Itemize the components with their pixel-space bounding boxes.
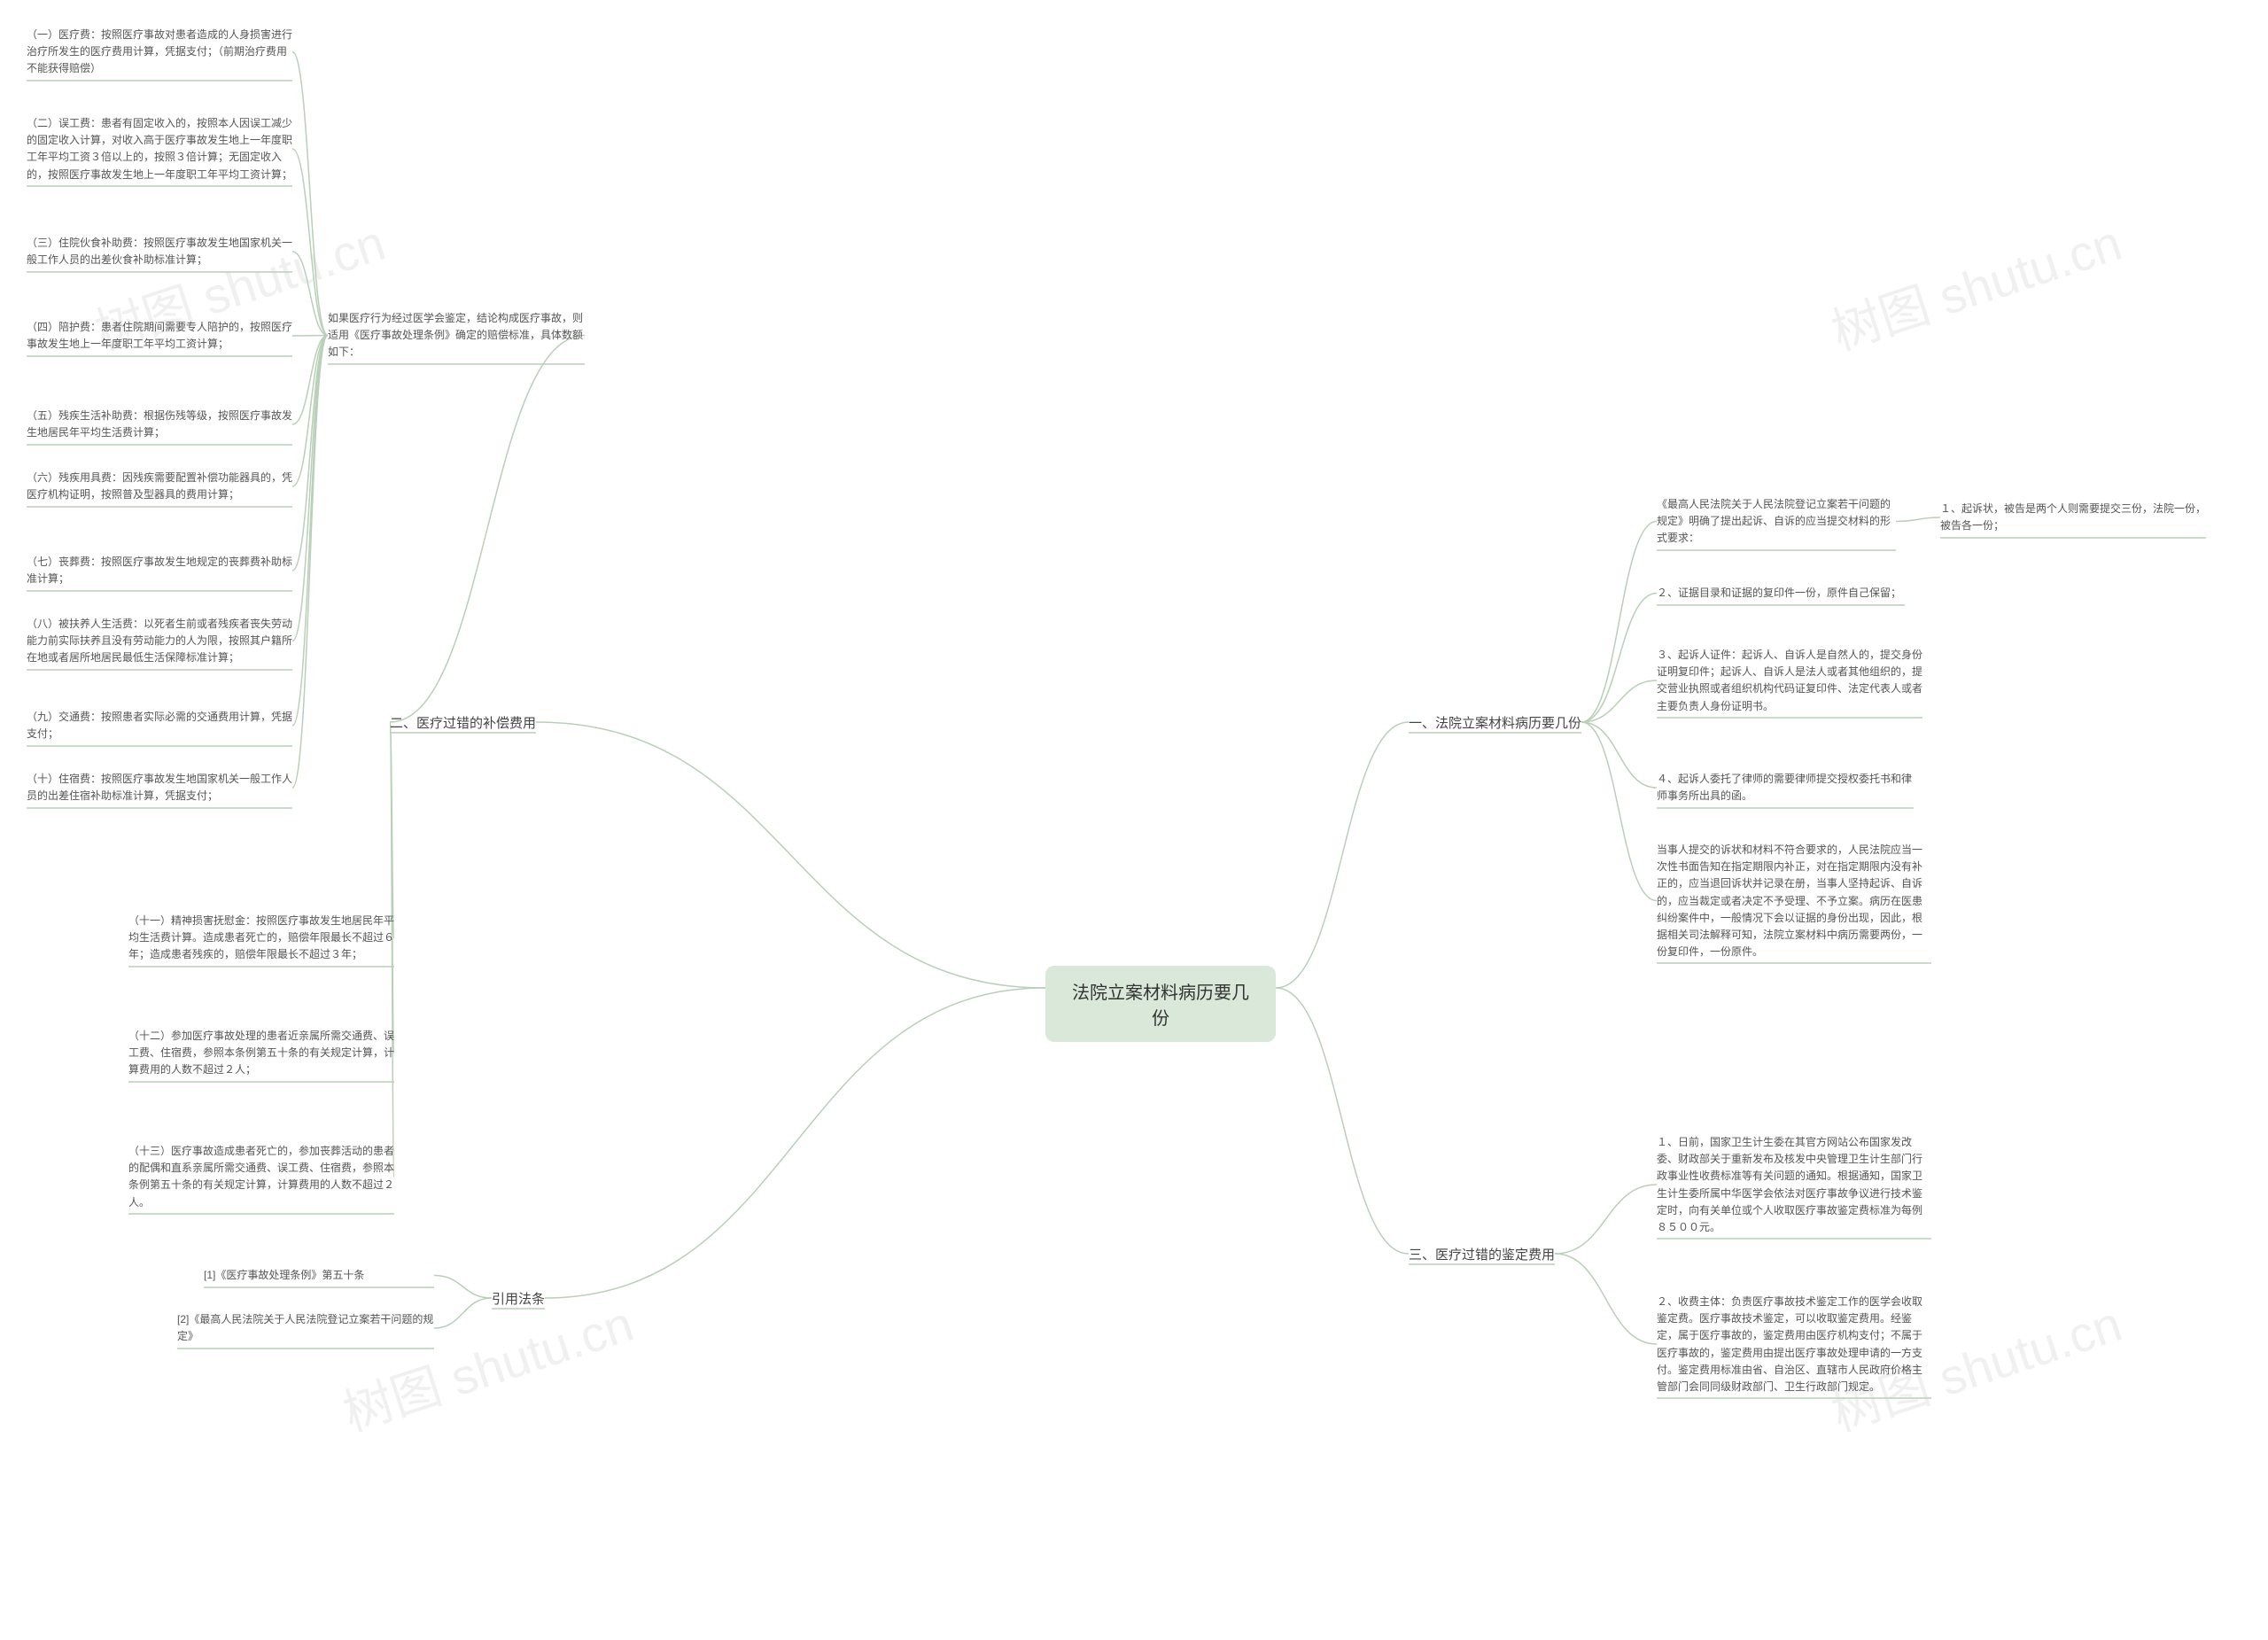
node-text: [2]《最高人民法院关于人民法院登记立案若干问题的规定》 <box>177 1311 434 1345</box>
branch-label: 二、医疗过错的补偿费用 <box>390 713 536 732</box>
node-text: （十二）参加医疗事故处理的患者近亲属所需交通费、误工费、住宿费，参照本条例第五十… <box>128 1028 394 1079</box>
leaf-text: （九）交通费：按照患者实际必需的交通费用计算，凭据支付； <box>27 709 292 742</box>
node-text: ２、证据目录和证据的复印件一份，原件自己保留； <box>1657 585 1905 602</box>
leaf-text: （十）住宿费：按照医疗事故发生地国家机关一般工作人员的出差住宿补助标准计算，凭据… <box>27 771 292 804</box>
node-text: [1]《医疗事故处理条例》第五十条 <box>204 1267 434 1284</box>
node-text: ４、起诉人委托了律师的需要律师提交授权委托书和律师事务所出具的函。 <box>1657 771 1914 804</box>
node-text: ２、收费主体：负责医疗事故技术鉴定工作的医学会收取鉴定费。医疗事故技术鉴定，可以… <box>1657 1294 1931 1395</box>
leaf-text: （四）陪护费：患者住院期间需要专人陪护的，按照医疗事故发生地上一年度职工年平均工… <box>27 319 292 353</box>
node-text: ３、起诉人证件：起诉人、自诉人是自然人的，提交身份证明复印件；起诉人、自诉人是法… <box>1657 647 1922 715</box>
branch-label: 一、法院立案材料病历要几份 <box>1409 713 1581 732</box>
node-text: 《最高人民法院关于人民法院登记立案若干问题的规定》明确了提出起诉、自诉的应当提交… <box>1657 496 1896 548</box>
branch-label: 三、医疗过错的鉴定费用 <box>1409 1245 1555 1263</box>
leaf-text: （六）残疾用具费：因残疾需要配置补偿功能器具的，凭医疗机构证明，按照普及型器具的… <box>27 470 292 503</box>
node-text: （十一）精神损害抚慰金：按照医疗事故发生地居民年平均生活费计算。造成患者死亡的，… <box>128 913 394 964</box>
leaf-text: （五）残疾生活补助费：根据伤残等级，按照医疗事故发生地居民年平均生活费计算； <box>27 408 292 441</box>
leaf-text: （七）丧葬费：按照医疗事故发生地规定的丧葬费补助标准计算； <box>27 554 292 587</box>
leaf-text: （八）被扶养人生活费：以死者生前或者残疾者丧失劳动能力前实际扶养且没有劳动能力的… <box>27 616 292 667</box>
leaf-text: （一）医疗费：按照医疗事故对患者造成的人身损害进行治疗所发生的医疗费用计算，凭据… <box>27 27 292 78</box>
node-text: １、日前，国家卫生计生委在其官方网站公布国家发改委、财政部关于重新发布及核发中央… <box>1657 1134 1931 1236</box>
node-text: 如果医疗行为经过医学会鉴定，结论构成医疗事故，则适用《医疗事故处理条例》确定的赔… <box>328 310 585 361</box>
node-text: 当事人提交的诉状和材料不符合要求的，人民法院应当一次性书面告知在指定期限内补正，… <box>1657 842 1931 960</box>
branch-label: 引用法条 <box>492 1289 545 1308</box>
node-text: （十三）医疗事故造成患者死亡的，参加丧葬活动的患者的配偶和直系亲属所需交通费、误… <box>128 1143 394 1211</box>
center-node: 法院立案材料病历要几份 <box>1045 966 1276 1042</box>
leaf-text: １、起诉状，被告是两个人则需要提交三份，法院一份，被告各一份； <box>1940 501 2206 534</box>
leaf-text: （二）误工费：患者有固定收入的，按照本人因误工减少的固定收入计算，对收入高于医疗… <box>27 115 292 183</box>
leaf-text: （三）住院伙食补助费：按照医疗事故发生地国家机关一般工作人员的出差伙食补助标准计… <box>27 235 292 268</box>
